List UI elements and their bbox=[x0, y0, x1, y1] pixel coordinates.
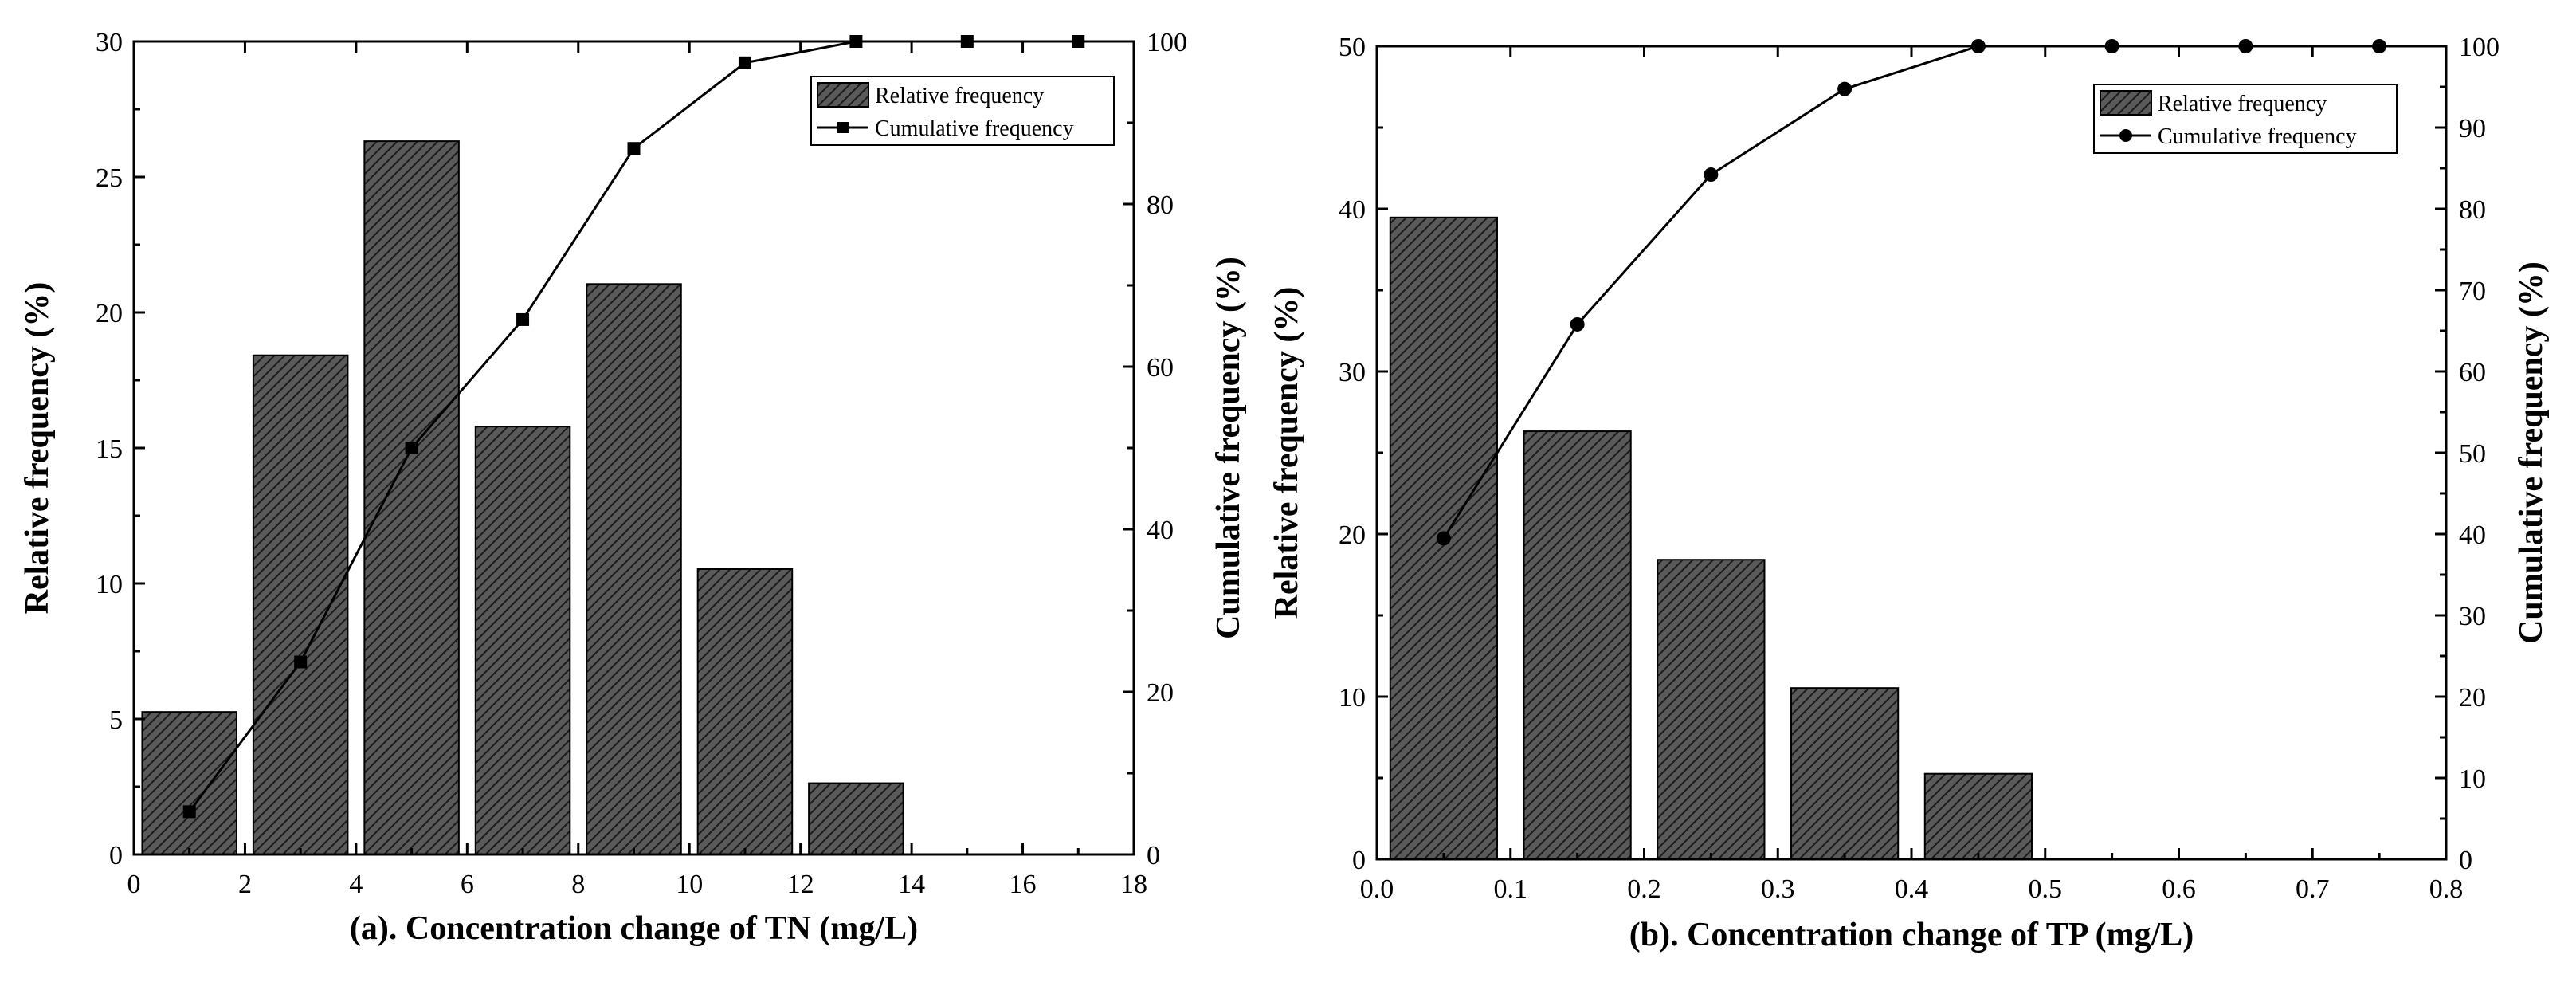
y-tick-label: 40 bbox=[1339, 195, 1366, 225]
y-tick-label: 20 bbox=[96, 299, 123, 328]
y-tick-label: 30 bbox=[1339, 358, 1366, 387]
cumulative-point bbox=[1704, 167, 1719, 183]
bar bbox=[808, 782, 904, 856]
y2-tick-label: 60 bbox=[1147, 353, 1174, 383]
x-tick-label: 12 bbox=[787, 870, 814, 899]
x-tick-label: 2 bbox=[238, 870, 252, 899]
cumulative-point bbox=[1837, 81, 1853, 96]
x-tick-label: 0.3 bbox=[1761, 874, 1795, 904]
y2-tick-label: 20 bbox=[1147, 678, 1174, 708]
x-tick-label: 18 bbox=[1120, 870, 1147, 899]
bar bbox=[1523, 430, 1632, 860]
legend-marker bbox=[2119, 129, 2132, 142]
y-tick-label: 10 bbox=[1339, 683, 1366, 713]
y-tick-label: 5 bbox=[109, 705, 123, 735]
bar bbox=[252, 354, 349, 856]
y2-tick-label: 40 bbox=[2459, 520, 2486, 550]
y-axis-title: Relative frequency (%) bbox=[1268, 287, 1305, 619]
cumulative-point bbox=[405, 442, 418, 454]
legend-bar-swatch bbox=[817, 82, 869, 108]
cumulative-point bbox=[182, 805, 196, 819]
y-tick-label: 25 bbox=[96, 163, 123, 193]
legend-label: Cumulative frequency bbox=[2158, 124, 2357, 149]
y2-tick-label: 10 bbox=[2459, 764, 2486, 794]
y-tick-label: 15 bbox=[96, 434, 123, 464]
y-tick-label: 30 bbox=[96, 28, 123, 57]
y-tick-label: 20 bbox=[1339, 520, 1366, 550]
y-tick-label: 10 bbox=[96, 570, 123, 599]
x-tick-label: 0.7 bbox=[2296, 874, 2330, 904]
legend: Relative frequency Cumulative frequency bbox=[810, 76, 1115, 146]
bar bbox=[474, 426, 571, 855]
x-axis-title: (b). Concentration change of TP (mg/L) bbox=[1629, 917, 2194, 953]
cumulative-point bbox=[294, 655, 308, 669]
legend: Relative frequency Cumulative frequency bbox=[2093, 84, 2398, 154]
bar bbox=[141, 711, 237, 855]
x-tick-label: 0.4 bbox=[1895, 874, 1929, 904]
chart-panel-a: 0 2 4 6 8 10 12 14 16 18051015202530020406080100R… bbox=[19, 28, 1247, 947]
y2-tick-label: 100 bbox=[2459, 33, 2500, 62]
cumulative-point bbox=[627, 142, 641, 155]
y2-tick-label: 70 bbox=[2459, 277, 2486, 306]
bar bbox=[1923, 772, 2033, 860]
x-tick-label: 6 bbox=[461, 870, 474, 899]
legend-bar-swatch bbox=[2100, 90, 2152, 116]
x-tick-label: 0.1 bbox=[1494, 874, 1528, 904]
y-axis-title: Relative frequency (%) bbox=[19, 282, 56, 615]
y2-tick-label: 20 bbox=[2459, 683, 2486, 713]
x-tick-label: 0.5 bbox=[2029, 874, 2063, 904]
x-tick-label: 0.6 bbox=[2162, 874, 2196, 904]
x-tick-label: 10 bbox=[676, 870, 703, 899]
y2-tick-label: 0 bbox=[1147, 841, 1160, 870]
bar bbox=[696, 568, 794, 855]
x-tick-label: 14 bbox=[898, 870, 925, 899]
bar bbox=[1790, 687, 1900, 860]
y2-tick-label: 80 bbox=[1147, 191, 1174, 220]
y2-axis-title: Cumulative frequency (%) bbox=[1210, 257, 1247, 639]
y2-tick-label: 50 bbox=[2459, 439, 2486, 469]
bar bbox=[1657, 559, 1766, 860]
cumulative-point bbox=[738, 56, 751, 69]
y2-tick-label: 80 bbox=[2459, 195, 2486, 225]
x-tick-label: 4 bbox=[349, 870, 363, 899]
cumulative-point bbox=[1570, 316, 1585, 332]
bar bbox=[586, 283, 682, 855]
x-axis-title: (a). Concentration change of TN (mg/L) bbox=[350, 910, 918, 947]
legend-label: Relative frequency bbox=[875, 84, 1044, 108]
cumulative-point bbox=[1436, 531, 1451, 546]
legend-label: Relative frequency bbox=[2158, 92, 2327, 116]
y2-tick-label: 100 bbox=[1147, 28, 1187, 57]
x-tick-label: 16 bbox=[1010, 870, 1037, 899]
y2-axis-title: Cumulative frequency (%) bbox=[2513, 261, 2550, 644]
y2-tick-label: 60 bbox=[2459, 358, 2486, 387]
y-tick-label: 50 bbox=[1339, 33, 1366, 62]
y2-tick-label: 0 bbox=[2459, 846, 2472, 875]
y-tick-label: 0 bbox=[1352, 846, 1366, 875]
cumulative-point bbox=[516, 312, 530, 326]
x-tick-label: 0.2 bbox=[1627, 874, 1661, 904]
x-tick-label: 8 bbox=[571, 870, 585, 899]
x-tick-label: 0.0 bbox=[1360, 874, 1394, 904]
y2-tick-label: 90 bbox=[2459, 114, 2486, 143]
y2-tick-label: 30 bbox=[2459, 602, 2486, 631]
legend-label: Cumulative frequency bbox=[875, 116, 1074, 141]
x-tick-label: 0.8 bbox=[2429, 874, 2464, 904]
bar bbox=[363, 140, 460, 855]
y-tick-label: 0 bbox=[109, 841, 123, 870]
y2-tick-label: 40 bbox=[1147, 516, 1174, 545]
chart-panel-b: 0.0 0.1 0.2 0.3 0.4 0.5 0.6 0.7 0.80102030405001… bbox=[1268, 33, 2550, 953]
legend-marker bbox=[837, 122, 849, 133]
x-tick-label: 0 bbox=[127, 870, 141, 899]
